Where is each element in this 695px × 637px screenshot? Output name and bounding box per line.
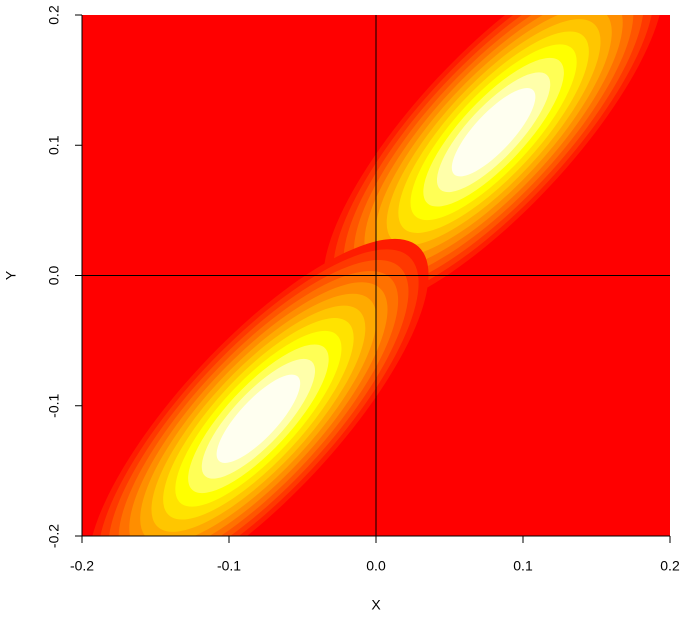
- x-tick-label: -0.1: [217, 558, 241, 574]
- contour-band: [451, 88, 536, 177]
- x-axis-label: X: [371, 597, 381, 613]
- y-tick-label: -0.1: [46, 393, 62, 417]
- contour-band: [216, 374, 301, 463]
- x-tick-label: -0.2: [70, 558, 94, 574]
- y-tick-label: 0.1: [46, 135, 62, 155]
- plot-area: [82, 15, 670, 536]
- x-tick-label: 0.1: [513, 558, 533, 574]
- y-tick-label: 0.0: [46, 266, 62, 286]
- x-tick-label: 0.2: [660, 558, 680, 574]
- y-axis-label: Y: [3, 270, 19, 280]
- y-tick-label: 0.2: [46, 5, 62, 25]
- y-tick-label: -0.2: [46, 524, 62, 548]
- x-tick-label: 0.0: [366, 558, 386, 574]
